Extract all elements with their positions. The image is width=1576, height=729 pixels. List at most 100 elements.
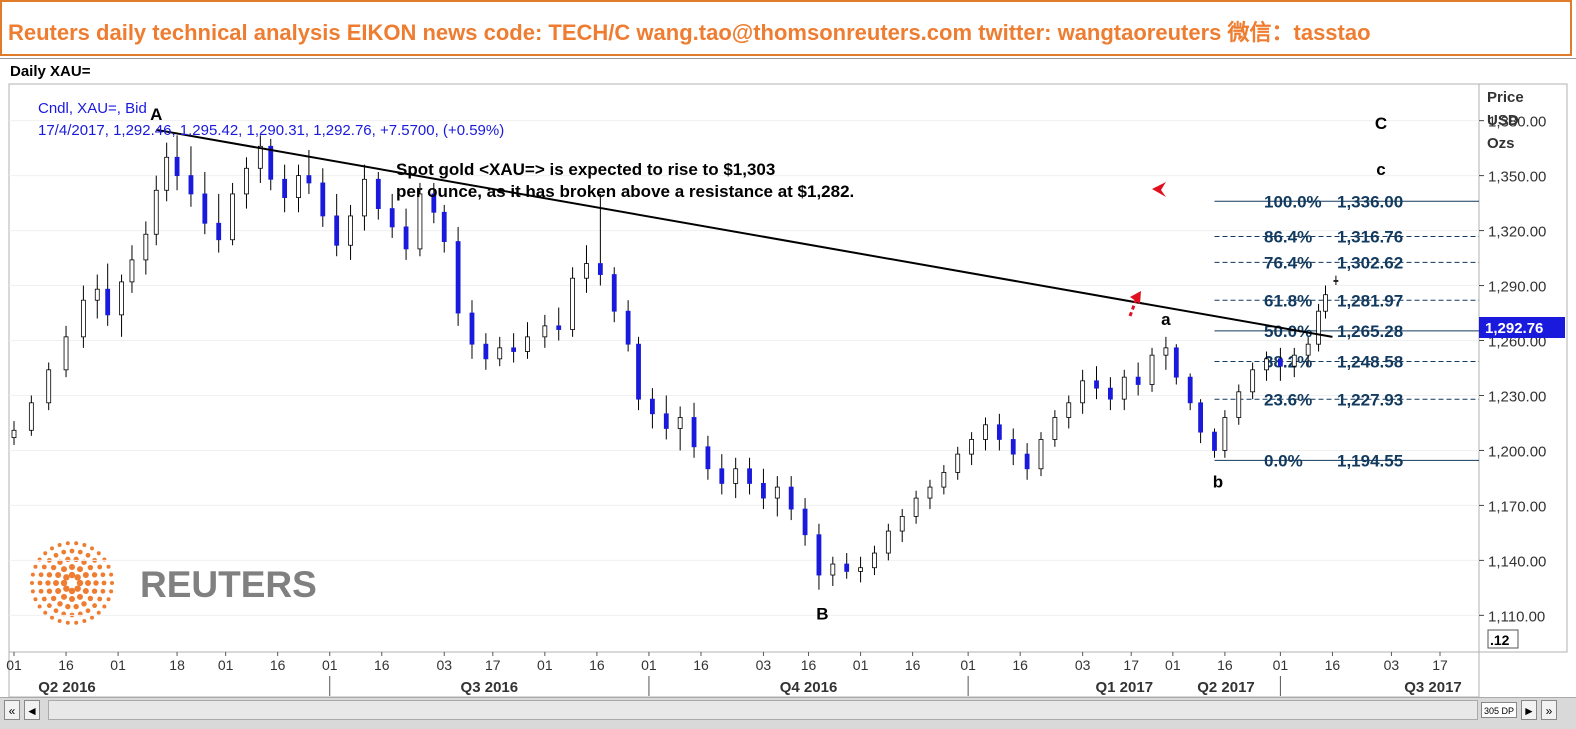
candle-body [1024, 453, 1030, 470]
y-tick-label: 1,200.00 [1488, 443, 1546, 460]
scroll-fast-right-button[interactable]: » [1541, 700, 1557, 720]
logo-dot [53, 580, 59, 586]
logo-dot [55, 588, 62, 594]
candle-body [129, 259, 135, 283]
candle-body [455, 241, 461, 314]
candle-body [1066, 402, 1072, 418]
logo-dot [91, 572, 98, 578]
scroll-left-button[interactable]: ◄ [24, 700, 40, 720]
logo-dot [46, 588, 53, 594]
logo-dot [55, 572, 62, 578]
candle-body [1316, 310, 1321, 345]
candle-body [202, 193, 208, 224]
scale-box[interactable] [1487, 629, 1519, 649]
x-tick-label: 17 [1432, 657, 1448, 673]
logo-dot [92, 603, 98, 609]
logo-dot [96, 551, 101, 556]
candle-body [119, 281, 124, 316]
x-tick-label: 16 [905, 657, 921, 673]
logo-dot [85, 580, 91, 586]
x-tick-label: 17 [1123, 657, 1139, 673]
logo-dot [109, 589, 114, 594]
logo-dot [63, 574, 70, 581]
x-tick-label: 01 [960, 657, 976, 673]
candle-body [63, 336, 69, 371]
candle-body [403, 226, 409, 250]
candle-body [389, 208, 395, 228]
candle-body [969, 439, 975, 455]
annotation-line-1: Spot gold <XAU=> is expected to rise to … [396, 160, 775, 179]
logo-dot [97, 596, 103, 602]
logo-dot [91, 588, 98, 594]
x-tick-label: 01 [537, 657, 553, 673]
logo-dot [50, 564, 57, 571]
scroll-fast-left-button[interactable]: « [4, 700, 20, 720]
y-tick-label: 1,140.00 [1488, 553, 1546, 570]
candle-body [996, 424, 1002, 440]
wave-labels: A Ba b Cc [150, 105, 1387, 624]
logo-dot [46, 603, 52, 609]
wave-label: C [1375, 114, 1387, 133]
fib-pct-label: 38.2% [1264, 352, 1312, 371]
candle-body [1212, 431, 1217, 451]
x-tick-label: 03 [1384, 657, 1400, 673]
logo-dot [30, 589, 35, 594]
logo-dot [50, 546, 54, 551]
logo-dot [53, 552, 59, 558]
logo-dot [90, 546, 94, 551]
logo-dot [76, 579, 84, 587]
axis-title-ozs: Ozs [1487, 135, 1515, 152]
x-tick-label: 16 [801, 657, 817, 673]
x-axis: 01 16 01 18 01 16 01 16 03 17 01 16 01 16 03 16 01 16 01 16… [6, 652, 1462, 696]
x-tick-label: 01 [110, 657, 126, 673]
logo-dot [57, 542, 62, 547]
candle-body [761, 483, 766, 499]
x-tick-label: 01 [853, 657, 869, 673]
scroll-right-button[interactable]: ► [1521, 700, 1537, 720]
logo-dot [77, 593, 83, 600]
wave-label: a [1161, 310, 1171, 329]
candle-body [1173, 347, 1179, 378]
candle-body [556, 325, 562, 330]
logo-dot [74, 585, 81, 592]
logo-dot [74, 541, 79, 546]
candle-body [431, 193, 437, 213]
logo-dot [43, 551, 48, 556]
candle-body [663, 413, 669, 429]
fib-pct-label: 100.0% [1264, 192, 1322, 211]
target-arrow-icon [1128, 299, 1138, 317]
logo-dot [90, 615, 94, 620]
logo-dot [60, 579, 68, 587]
candle-body [719, 468, 725, 484]
candle-body [1236, 391, 1242, 418]
candle-body [913, 497, 919, 517]
candle-body [469, 312, 475, 345]
candle-body [244, 167, 249, 195]
y-tick-label: 1,110.00 [1488, 608, 1545, 625]
fib-value-label: 1,302.62 [1337, 253, 1403, 272]
logo-dot [87, 595, 94, 602]
reuters-logo-text: REUTERS [140, 564, 317, 605]
candle-body [858, 567, 863, 572]
x-tick-label: 01 [1165, 657, 1181, 673]
wave-label: c [1376, 160, 1385, 179]
quarter-label: Q2 2017 [1197, 679, 1255, 696]
x-tick-label: 17 [485, 657, 501, 673]
fib-pct-label: 86.4% [1264, 228, 1312, 247]
candle-body [927, 486, 933, 499]
logo-dot [69, 596, 75, 602]
scroll-thumb[interactable] [48, 700, 1478, 720]
logo-dot [100, 572, 106, 578]
x-tick-label: 16 [1217, 657, 1233, 673]
candle-body [483, 343, 489, 360]
y-tick-label: 1,350.00 [1488, 169, 1546, 186]
logo-dot [77, 549, 83, 555]
logo-dot [69, 548, 75, 554]
x-tick-label: 03 [436, 657, 452, 673]
candle-body [1264, 358, 1269, 371]
fib-value-label: 1,336.00 [1337, 192, 1403, 211]
logo-dot [57, 601, 63, 607]
candle-body [80, 299, 86, 338]
candle-body [584, 263, 589, 279]
